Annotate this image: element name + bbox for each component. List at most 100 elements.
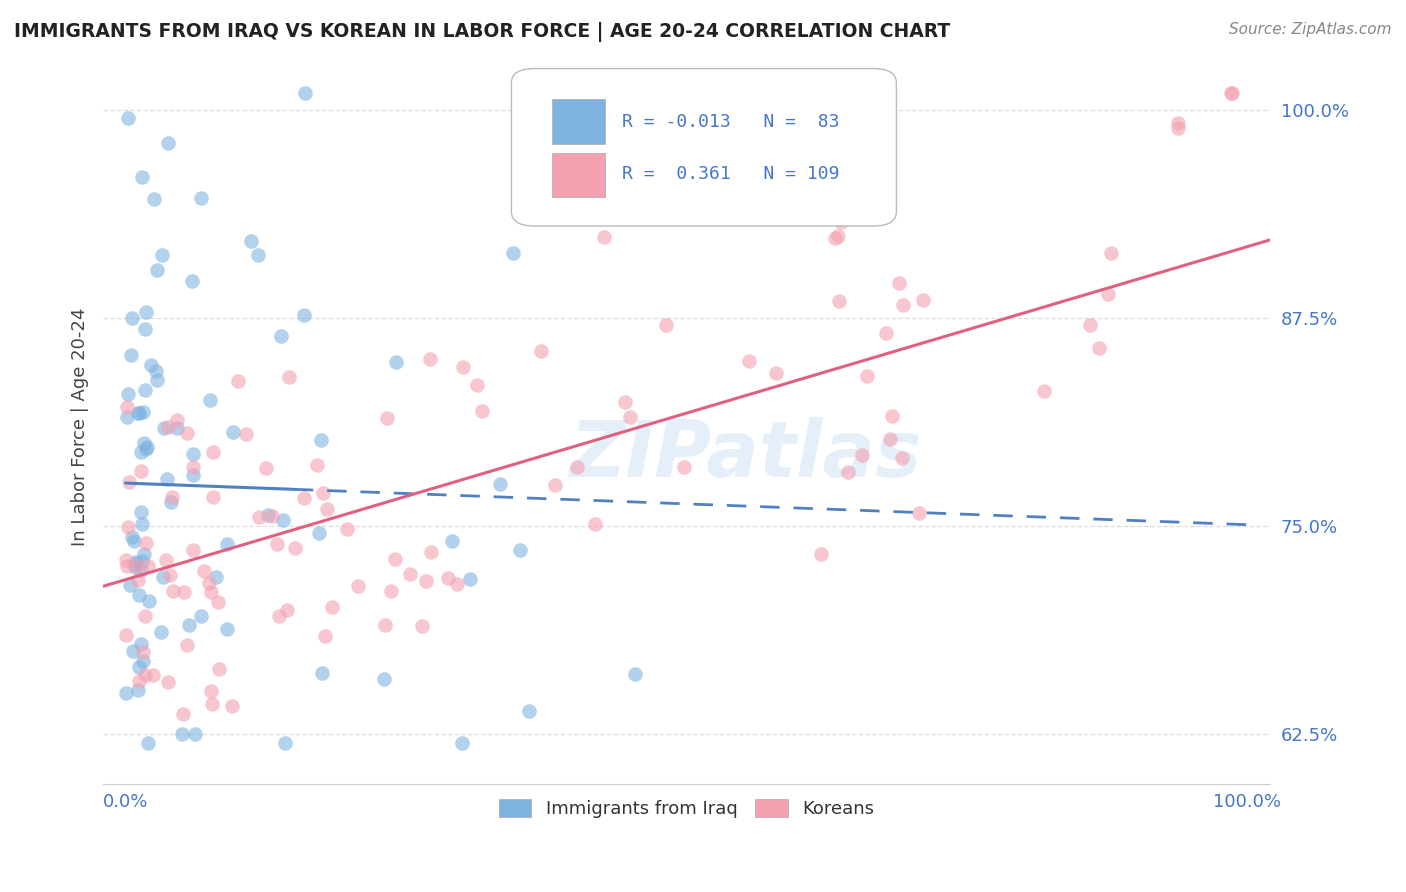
Point: [136, 440, 159, 454]
Point: [132, 436, 155, 450]
Point: [271, 513, 294, 527]
Point: [125, 558, 148, 573]
Point: [135, 305, 157, 319]
Point: [614, 395, 637, 409]
Point: [314, 629, 336, 643]
Point: [128, 406, 150, 420]
Point: [879, 432, 901, 446]
Point: [127, 574, 149, 588]
Point: [1167, 116, 1189, 130]
Point: [117, 387, 139, 401]
Point: [411, 619, 433, 633]
Point: [1097, 286, 1119, 301]
Point: [380, 584, 402, 599]
Point: [193, 564, 215, 578]
Point: [129, 563, 152, 577]
Point: [181, 459, 204, 474]
Point: [316, 502, 339, 516]
Point: [208, 662, 231, 676]
Point: [1078, 318, 1101, 333]
Point: [311, 665, 333, 680]
Point: [437, 570, 460, 584]
Point: [135, 536, 157, 550]
Point: [1099, 245, 1122, 260]
Point: [651, 211, 673, 225]
Point: [908, 506, 931, 520]
Point: [152, 570, 174, 584]
Point: [156, 136, 179, 151]
Point: [624, 667, 647, 681]
Point: [278, 370, 301, 384]
Point: [122, 643, 145, 657]
Point: [201, 697, 224, 711]
Point: [134, 321, 156, 335]
Point: [221, 699, 243, 714]
Point: [830, 215, 852, 229]
Point: [827, 228, 849, 243]
Point: [173, 584, 195, 599]
Point: [876, 173, 898, 187]
Point: [124, 558, 146, 572]
Point: [375, 411, 398, 425]
Point: [384, 552, 406, 566]
Point: [889, 276, 911, 290]
Point: [226, 375, 249, 389]
Point: [131, 554, 153, 568]
Point: [128, 674, 150, 689]
Point: [115, 400, 138, 414]
Point: [156, 420, 179, 434]
Point: [882, 409, 904, 424]
Point: [117, 520, 139, 534]
Point: [837, 465, 859, 479]
Point: [235, 426, 257, 441]
Point: [458, 573, 481, 587]
Point: [176, 425, 198, 440]
Point: [127, 406, 149, 420]
Point: [419, 351, 441, 366]
Text: Source: ZipAtlas.com: Source: ZipAtlas.com: [1229, 22, 1392, 37]
Point: [121, 530, 143, 544]
Point: [190, 190, 212, 204]
Point: [145, 364, 167, 378]
Point: [346, 579, 368, 593]
Point: [398, 567, 420, 582]
Point: [257, 508, 280, 522]
Point: [131, 169, 153, 184]
Point: [321, 599, 343, 614]
Point: [567, 460, 589, 475]
Point: [129, 637, 152, 651]
Point: [117, 475, 139, 489]
Point: [247, 510, 270, 524]
Point: [266, 537, 288, 551]
Point: [502, 246, 524, 260]
Point: [124, 560, 146, 574]
Point: [441, 534, 464, 549]
Point: [201, 491, 224, 505]
Point: [260, 508, 283, 523]
Point: [198, 576, 221, 591]
Point: [488, 477, 510, 491]
Point: [135, 442, 157, 456]
Point: [138, 594, 160, 608]
Point: [254, 461, 277, 475]
Point: [875, 326, 897, 340]
Point: [309, 434, 332, 448]
Point: [146, 262, 169, 277]
Point: [136, 736, 159, 750]
Point: [543, 478, 565, 492]
Point: [1167, 120, 1189, 135]
Point: [200, 585, 222, 599]
Text: IMMIGRANTS FROM IRAQ VS KOREAN IN LABOR FORCE | AGE 20-24 CORRELATION CHART: IMMIGRANTS FROM IRAQ VS KOREAN IN LABOR …: [14, 22, 950, 42]
Point: [132, 645, 155, 659]
Text: ZIPatlas: ZIPatlas: [568, 417, 921, 493]
Point: [530, 343, 553, 358]
Point: [270, 329, 292, 343]
Point: [150, 248, 173, 262]
Point: [292, 308, 315, 322]
Point: [160, 491, 183, 505]
Point: [121, 311, 143, 326]
Point: [451, 360, 474, 375]
Point: [239, 234, 262, 248]
Point: [115, 686, 138, 700]
Point: [125, 555, 148, 569]
